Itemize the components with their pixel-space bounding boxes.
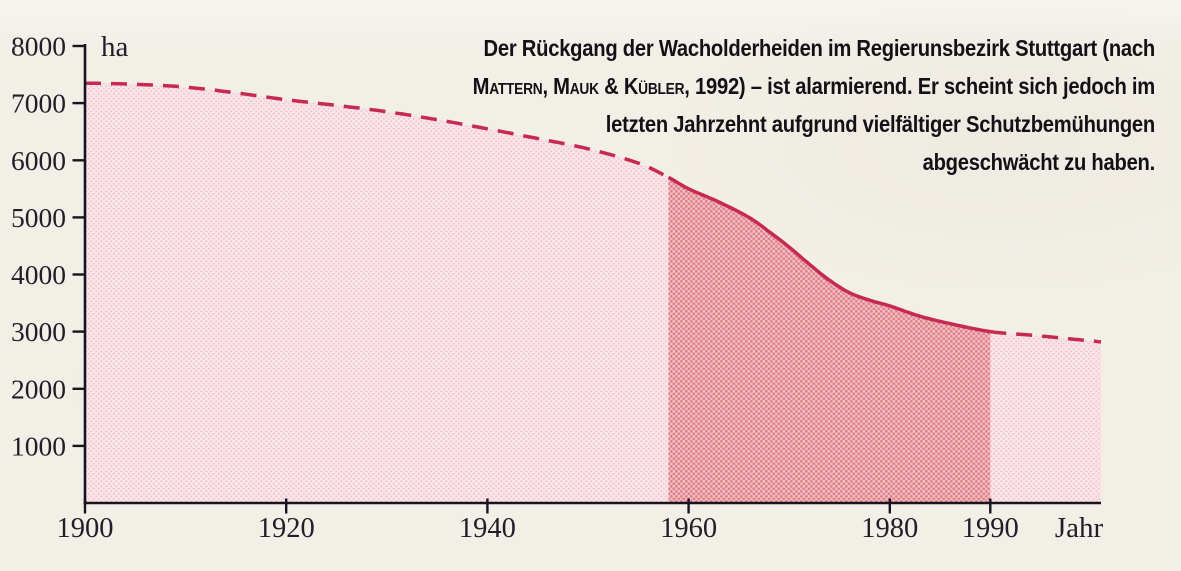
y-tick-label-5000: 5000 <box>11 202 66 233</box>
caption-line: abgeschwächt zu haben. <box>398 143 1156 181</box>
x-tick-label-1920: 1920 <box>258 513 315 544</box>
y-tick-label-1000: 1000 <box>11 430 66 461</box>
chart-labels: 1000 2000 3000 4000 5000 6000 7000 8000 1900 1920… <box>11 31 1103 545</box>
caption-text: letzten Jahrzehnt aufgrund vielfältiger … <box>605 111 1156 137</box>
x-axis-unit-label: Jahr <box>1055 512 1104 544</box>
chart-curve <box>84 81 1102 344</box>
caption-line: letzten Jahrzehnt aufgrund vielfältiger … <box>398 105 1156 143</box>
y-tick-label-7000: 7000 <box>11 88 66 119</box>
caption-source-names: Mattern, Mauk & Kübler, 1992) <box>472 73 746 99</box>
x-tick-label-1990: 1990 <box>962 513 1019 544</box>
curve-dashed-1990-2001 <box>990 329 1102 344</box>
caption-text: – ist alarmierend. Er scheint sich jedoc… <box>745 73 1155 99</box>
curve-dashed-1900-1958 <box>84 81 670 179</box>
caption-line: Mattern, Mauk & Kübler, 1992) – ist alar… <box>398 67 1156 105</box>
y-tick-label-2000: 2000 <box>11 373 66 404</box>
y-tick-label-3000: 3000 <box>11 316 66 347</box>
x-tick-label-1960: 1960 <box>660 513 717 544</box>
chart-areas <box>85 83 1101 503</box>
caption-line: Der Rückgang der Wacholderheiden im Regi… <box>398 29 1156 67</box>
curve-solid-1958-1990 <box>667 175 991 334</box>
caption-text: abgeschwächt zu haben. <box>922 149 1156 175</box>
chart-axes <box>72 44 1101 514</box>
x-tick-label-1900: 1900 <box>57 513 114 544</box>
x-tick-label-1980: 1980 <box>861 513 918 544</box>
area-dark-1958-1990 <box>668 177 991 503</box>
caption-text: Der Rückgang der Wacholderheiden im Regi… <box>483 35 1156 61</box>
x-tick-label-1940: 1940 <box>459 513 516 544</box>
y-tick-label-8000: 8000 <box>11 31 66 62</box>
y-axis-unit-label: ha <box>101 31 129 63</box>
y-tick-label-6000: 6000 <box>11 145 66 176</box>
y-tick-label-4000: 4000 <box>11 259 66 290</box>
figure-caption: Der Rückgang der Wacholderheiden im Regi… <box>398 29 1156 181</box>
